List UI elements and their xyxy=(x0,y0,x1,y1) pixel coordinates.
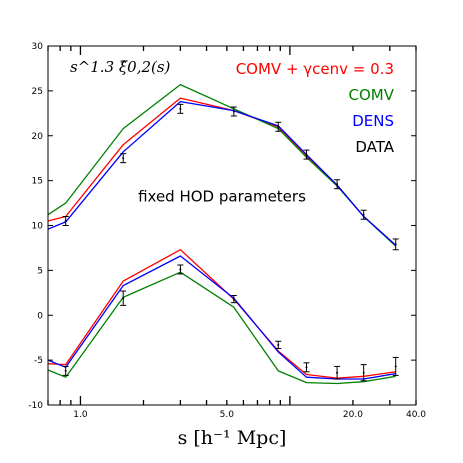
y-tick-label: 20 xyxy=(32,132,44,142)
data-point-monopole xyxy=(177,103,184,114)
y-tick-label: 30 xyxy=(32,42,44,52)
data-marker xyxy=(277,343,280,346)
data-marker xyxy=(362,371,365,374)
series-line-comv-cenv-0-3-quadrupole xyxy=(47,249,396,379)
legend-entry: COMV xyxy=(349,86,395,104)
data-marker xyxy=(122,157,125,160)
data-marker xyxy=(232,110,235,113)
y-tick-label: 15 xyxy=(32,177,43,187)
series-layer xyxy=(47,83,397,385)
data-point-monopole xyxy=(303,149,310,160)
data-point-quadrupole xyxy=(334,365,341,380)
data-point-monopole xyxy=(230,106,237,117)
data-points-layer xyxy=(62,103,399,382)
legend-entry: COMV + γcenv = 0.3 xyxy=(236,60,394,78)
data-marker xyxy=(232,298,235,301)
data-point-quadrupole xyxy=(62,365,69,376)
y-tick-label: 25 xyxy=(32,87,43,97)
x-tick-label: 5.0 xyxy=(220,410,235,420)
data-marker xyxy=(122,297,125,300)
series-line-comv-quadrupole xyxy=(47,271,396,385)
data-marker xyxy=(336,371,339,374)
data-point-quadrupole xyxy=(360,364,367,382)
y-tick-label: 5 xyxy=(37,266,43,276)
data-marker xyxy=(64,220,67,223)
x-axis-label: s [h⁻¹ Mpc] xyxy=(178,427,287,449)
y-tick-label: -5 xyxy=(34,356,43,366)
y-axis-label: s^1.3 ξ̂0,2(s) xyxy=(70,58,171,76)
data-marker xyxy=(305,366,308,369)
data-point-quadrupole xyxy=(392,356,399,376)
data-marker xyxy=(362,213,365,216)
y-tick-label: 0 xyxy=(37,311,43,321)
data-marker xyxy=(277,125,280,128)
data-point-monopole xyxy=(334,179,341,190)
y-tick-label: 10 xyxy=(32,222,44,232)
x-tick-label: 40.0 xyxy=(406,410,426,420)
data-point-monopole xyxy=(360,209,367,220)
data-marker xyxy=(305,153,308,156)
data-point-monopole xyxy=(120,153,127,164)
data-marker xyxy=(179,268,182,271)
data-point-quadrupole xyxy=(303,362,310,373)
series-line-comv-cenv-0-3-monopole xyxy=(47,97,397,246)
data-point-monopole xyxy=(62,216,69,226)
data-marker xyxy=(394,365,397,368)
annotation-text: fixed HOD parameters xyxy=(138,187,306,205)
x-tick-label: 20.0 xyxy=(343,410,363,420)
data-marker xyxy=(179,107,182,110)
data-point-quadrupole xyxy=(275,340,282,349)
y-tick-label: -10 xyxy=(28,401,43,411)
data-point-monopole xyxy=(392,238,399,251)
series-line-dens-monopole xyxy=(47,100,397,246)
legend-entry: DENS xyxy=(352,112,394,130)
data-marker xyxy=(394,243,397,246)
data-point-quadrupole xyxy=(177,264,184,275)
data-marker xyxy=(336,183,339,186)
axis-ticks: -10 -5 0 5 10 15 20 25 30 1.0 5.0 20.0 40.0 xyxy=(28,42,426,420)
legend-entry: DATA xyxy=(355,138,394,156)
data-point-quadrupole xyxy=(230,295,237,304)
data-point-quadrupole xyxy=(120,290,127,306)
series-line-dens-quadrupole xyxy=(47,255,396,380)
data-marker xyxy=(64,369,67,372)
data-point-monopole xyxy=(275,121,282,132)
legend: COMV + γcenv = 0.3 COMV DENS DATA xyxy=(236,60,395,156)
x-tick-label: 1.0 xyxy=(73,410,88,420)
